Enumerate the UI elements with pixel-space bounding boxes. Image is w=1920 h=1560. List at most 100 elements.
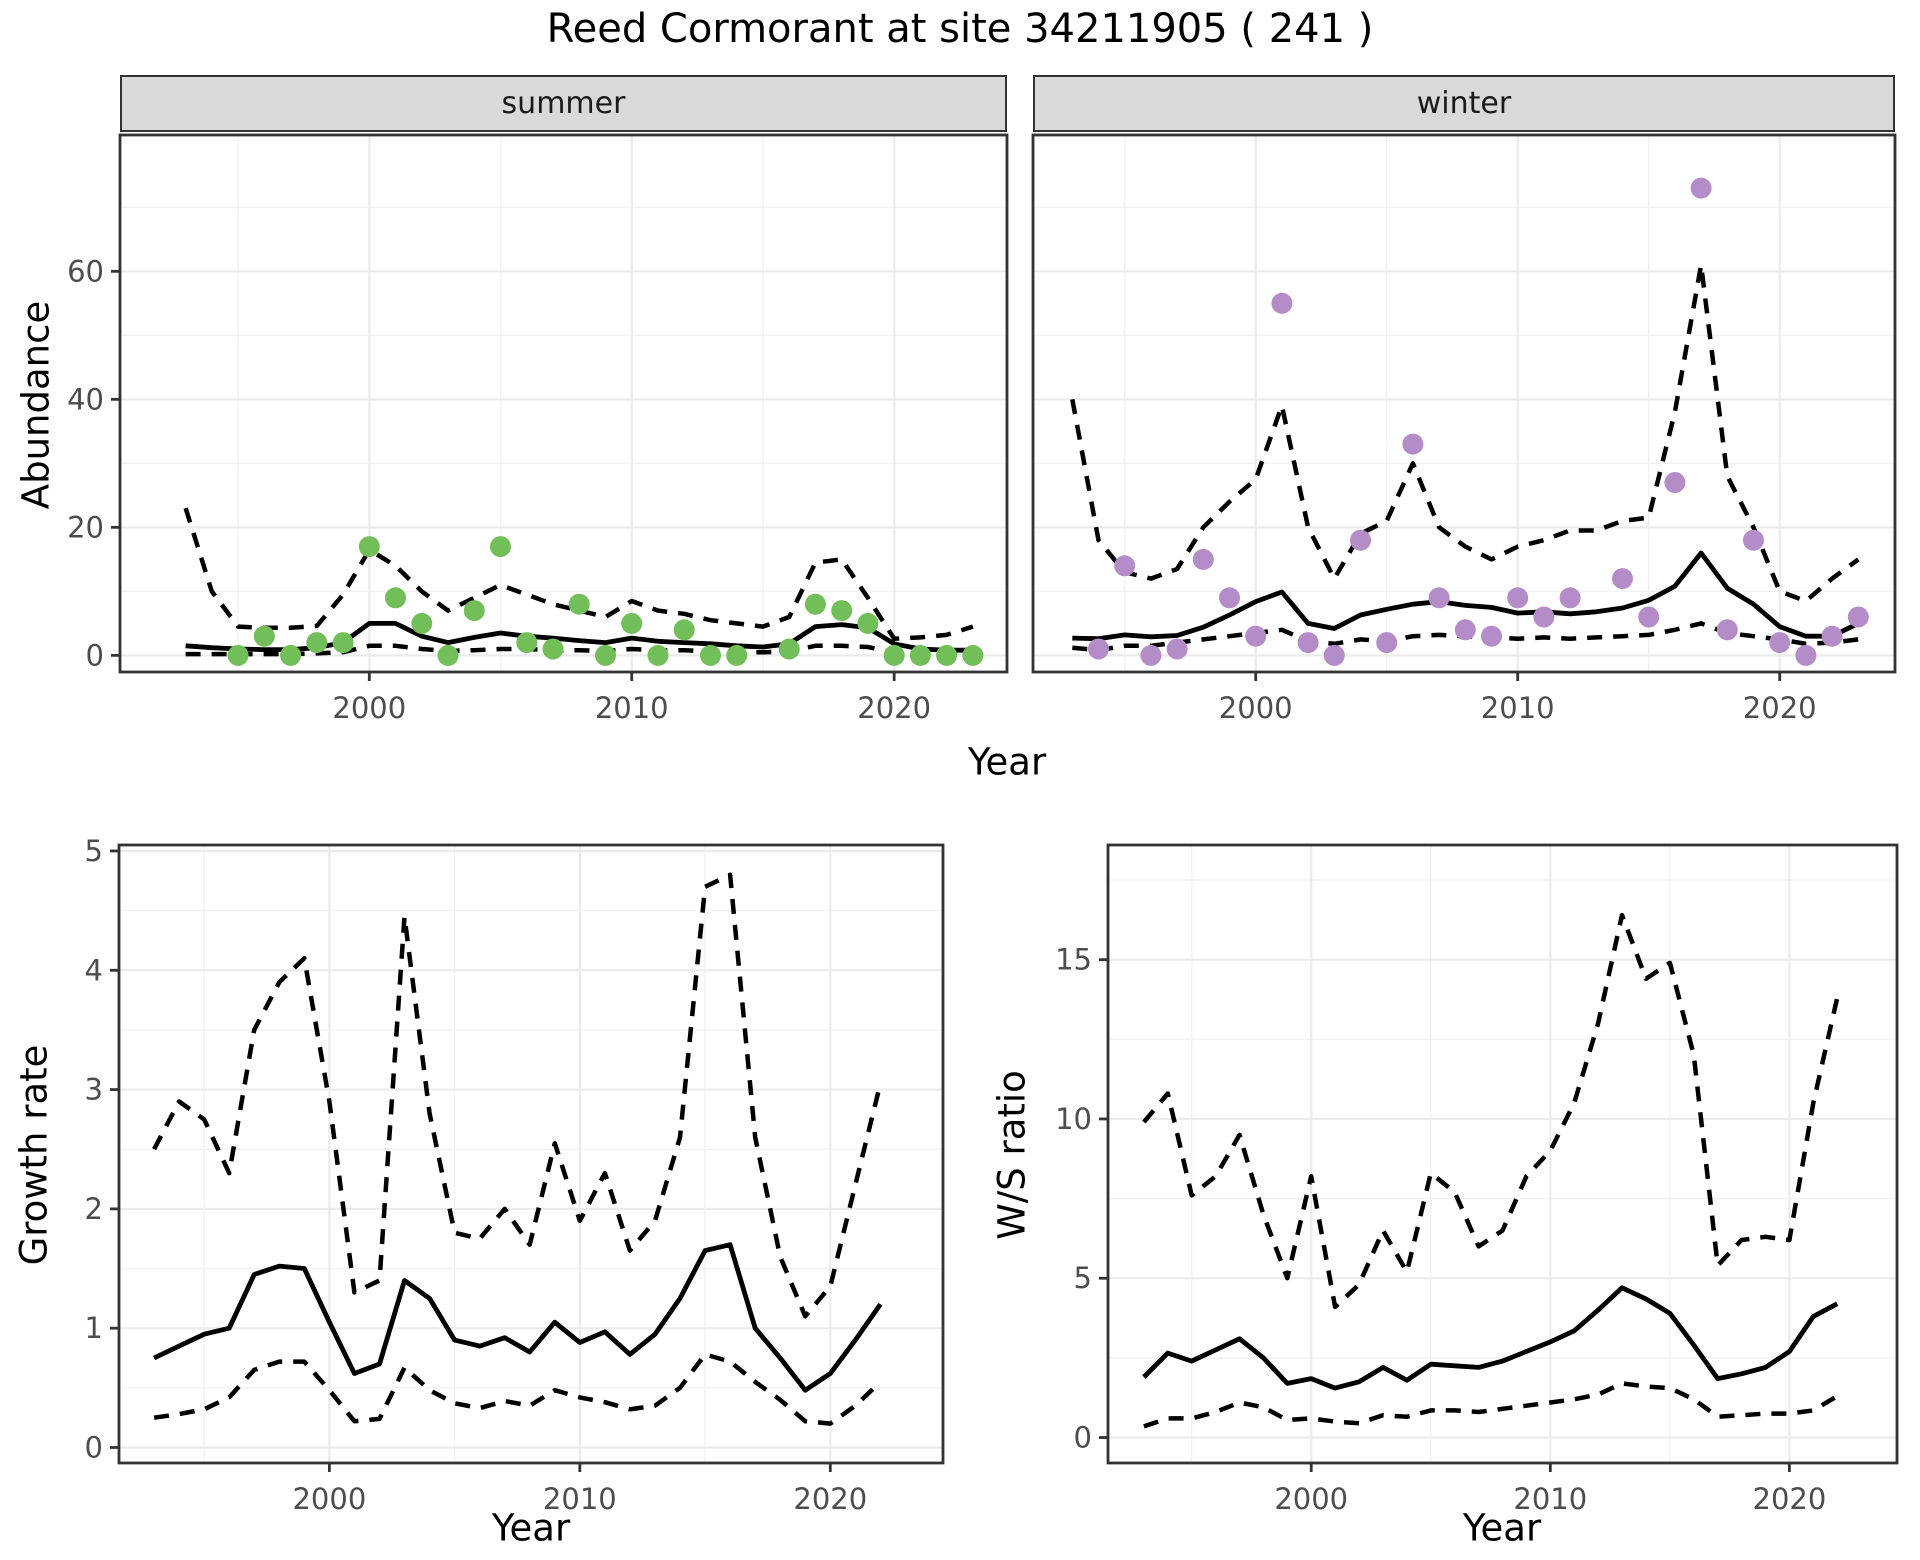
x-tick-label: 2010 bbox=[595, 691, 669, 725]
data-point bbox=[306, 632, 328, 654]
data-points bbox=[1088, 177, 1869, 666]
x-tick-label: 2020 bbox=[857, 691, 931, 725]
data-point bbox=[1612, 568, 1633, 590]
data-point bbox=[1219, 587, 1240, 609]
data-point bbox=[647, 644, 669, 666]
data-point bbox=[1350, 529, 1371, 551]
data-point bbox=[962, 644, 984, 666]
data-point bbox=[490, 536, 511, 558]
data-point bbox=[883, 644, 905, 666]
data-point bbox=[1481, 625, 1502, 647]
x-axis-title-year-ws: Year bbox=[1462, 1506, 1542, 1550]
growth-rate-panel: 2000 2010 2020 0 1 2 3 4 5 bbox=[85, 838, 945, 1516]
data-point bbox=[332, 632, 354, 654]
data-point bbox=[595, 644, 616, 666]
upper-ci-line bbox=[1070, 262, 1860, 604]
data-point bbox=[1638, 606, 1660, 628]
ws-ratio-panel: 2000 2010 2020 0 5 10 15 bbox=[1055, 843, 1899, 1516]
data-point bbox=[227, 644, 249, 666]
data-point bbox=[1088, 638, 1109, 660]
data-points bbox=[227, 536, 984, 666]
data-point bbox=[516, 632, 538, 654]
panel-border bbox=[1106, 843, 1899, 1465]
lower-ci-line bbox=[185, 643, 973, 657]
data-point bbox=[1507, 587, 1529, 609]
mean-line bbox=[153, 1242, 883, 1393]
data-point bbox=[831, 600, 853, 622]
data-point bbox=[1847, 606, 1869, 628]
axis-tick-labels: 2000 2010 2020 0 5 10 15 bbox=[1055, 943, 1826, 1516]
axis-ticks bbox=[110, 849, 832, 1472]
data-point bbox=[1323, 644, 1345, 666]
x-tick-label: 2010 bbox=[1513, 1482, 1587, 1516]
data-point bbox=[778, 638, 800, 660]
data-point bbox=[437, 644, 459, 666]
axis-ticks bbox=[1254, 672, 1782, 681]
data-point bbox=[936, 644, 958, 666]
y-tick-label: 2 bbox=[85, 1192, 103, 1226]
data-point bbox=[1559, 587, 1581, 609]
y-tick-label: 0 bbox=[1074, 1421, 1092, 1455]
data-point bbox=[253, 625, 275, 647]
data-point bbox=[909, 644, 931, 666]
y-tick-label: 40 bbox=[67, 382, 104, 416]
abundance-winter-panel: 2000 2010 2020 bbox=[1031, 133, 1897, 725]
panel-border bbox=[118, 133, 1009, 674]
y-tick-label: 5 bbox=[1074, 1261, 1092, 1295]
data-point bbox=[385, 587, 406, 609]
y-axis-title-growth-rate: Growth rate bbox=[12, 1044, 56, 1266]
data-point bbox=[1664, 472, 1686, 493]
data-point bbox=[1192, 548, 1214, 570]
upper-ci-line bbox=[1142, 912, 1840, 1310]
facet-strip-summer-label: summer bbox=[501, 86, 626, 121]
mean-line bbox=[1142, 1285, 1839, 1391]
data-point bbox=[280, 644, 302, 666]
data-point bbox=[804, 593, 826, 615]
lower-ci-line bbox=[153, 1352, 882, 1426]
y-tick-label: 60 bbox=[67, 254, 104, 288]
data-point bbox=[1716, 619, 1738, 641]
data-point bbox=[1428, 587, 1450, 609]
axis-tick-labels: 2000 2010 2020 0 20 40 60 bbox=[67, 254, 931, 725]
data-point bbox=[1271, 292, 1293, 314]
panel-background bbox=[1108, 845, 1897, 1463]
y-tick-label: 0 bbox=[86, 638, 104, 672]
data-point bbox=[700, 644, 721, 666]
data-point bbox=[1795, 644, 1817, 666]
data-point bbox=[1533, 606, 1555, 628]
panel-background bbox=[1033, 135, 1895, 672]
y-tick-label: 0 bbox=[85, 1430, 103, 1464]
data-point bbox=[1297, 632, 1319, 654]
x-tick-label: 2000 bbox=[1219, 691, 1293, 725]
facet-strip-summer: summer bbox=[120, 75, 1007, 132]
data-point bbox=[1114, 555, 1136, 577]
data-point bbox=[726, 644, 748, 666]
panel-border bbox=[117, 843, 945, 1465]
axis-ticks bbox=[111, 269, 896, 681]
y-tick-label: 10 bbox=[1055, 1102, 1092, 1136]
y-tick-label: 15 bbox=[1055, 943, 1092, 977]
axis-tick-labels: 2000 2010 2020 0 1 2 3 4 5 bbox=[85, 838, 868, 1516]
x-tick-label: 2000 bbox=[1274, 1482, 1348, 1516]
lower-ci-line bbox=[1143, 1381, 1839, 1429]
mean-line bbox=[1072, 550, 1860, 642]
x-tick-label: 2020 bbox=[793, 1482, 867, 1516]
data-point bbox=[1245, 625, 1267, 647]
panel-background bbox=[120, 135, 1007, 672]
facet-strip-winter: winter bbox=[1033, 75, 1895, 132]
grid-lines bbox=[1108, 845, 1897, 1463]
y-tick-label: 20 bbox=[67, 510, 104, 544]
panel-border bbox=[1031, 133, 1897, 674]
data-point bbox=[542, 638, 564, 660]
axis-ticks bbox=[1099, 958, 1791, 1472]
panel-background bbox=[119, 845, 943, 1463]
y-axis-title-abundance: Abundance bbox=[14, 300, 58, 510]
axis-tick-labels: 2000 2010 2020 bbox=[1219, 691, 1817, 725]
x-axis-title-year-growth: Year bbox=[491, 1506, 571, 1550]
x-axis-title-year-top: Year bbox=[967, 740, 1047, 784]
y-tick-label: 5 bbox=[85, 838, 103, 868]
x-tick-label: 2010 bbox=[543, 1482, 617, 1516]
grid-lines bbox=[119, 845, 943, 1463]
y-axis-title-ws-ratio: W/S ratio bbox=[990, 1070, 1034, 1240]
